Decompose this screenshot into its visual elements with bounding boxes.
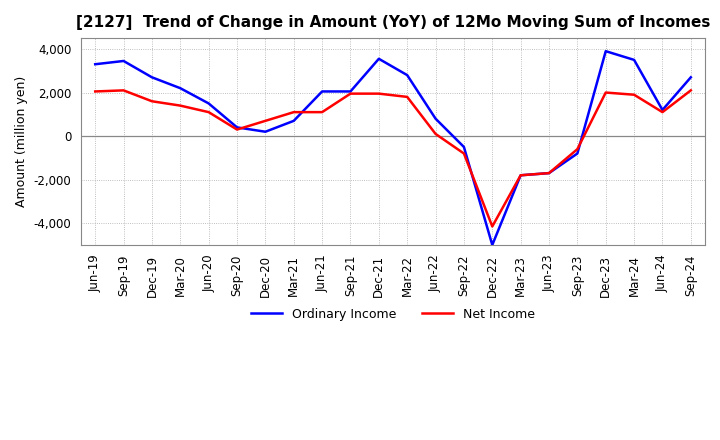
Net Income xyxy=(431,131,440,136)
Net Income xyxy=(289,110,298,115)
Line: Ordinary Income: Ordinary Income xyxy=(95,51,690,245)
Ordinary Income xyxy=(148,75,156,80)
Ordinary Income xyxy=(516,172,525,178)
Ordinary Income xyxy=(686,75,695,80)
Net Income xyxy=(91,89,99,94)
Net Income xyxy=(545,170,554,176)
Net Income xyxy=(403,94,412,99)
Ordinary Income xyxy=(403,73,412,78)
Net Income xyxy=(374,91,383,96)
Net Income xyxy=(318,110,326,115)
Ordinary Income xyxy=(346,89,355,94)
Ordinary Income xyxy=(318,89,326,94)
Ordinary Income xyxy=(289,118,298,124)
Net Income xyxy=(176,103,184,108)
Legend: Ordinary Income, Net Income: Ordinary Income, Net Income xyxy=(246,303,540,326)
Net Income xyxy=(120,88,128,93)
Net Income xyxy=(573,147,582,152)
Ordinary Income xyxy=(176,85,184,91)
Ordinary Income xyxy=(120,59,128,64)
Net Income xyxy=(204,110,213,115)
Ordinary Income xyxy=(658,107,667,113)
Ordinary Income xyxy=(233,125,241,130)
Ordinary Income xyxy=(573,151,582,156)
Ordinary Income xyxy=(261,129,270,134)
Title: [2127]  Trend of Change in Amount (YoY) of 12Mo Moving Sum of Incomes: [2127] Trend of Change in Amount (YoY) o… xyxy=(76,15,710,30)
Net Income xyxy=(630,92,639,97)
Ordinary Income xyxy=(91,62,99,67)
Ordinary Income xyxy=(431,116,440,121)
Net Income xyxy=(658,110,667,115)
Ordinary Income xyxy=(459,144,468,150)
Net Income xyxy=(459,151,468,156)
Net Income xyxy=(488,224,497,229)
Net Income xyxy=(516,172,525,178)
Net Income xyxy=(148,99,156,104)
Net Income xyxy=(346,91,355,96)
Net Income xyxy=(686,88,695,93)
Y-axis label: Amount (million yen): Amount (million yen) xyxy=(15,76,28,207)
Ordinary Income xyxy=(545,170,554,176)
Ordinary Income xyxy=(630,57,639,62)
Net Income xyxy=(601,90,610,95)
Ordinary Income xyxy=(488,242,497,248)
Ordinary Income xyxy=(374,56,383,62)
Ordinary Income xyxy=(601,48,610,54)
Ordinary Income xyxy=(204,101,213,106)
Line: Net Income: Net Income xyxy=(95,90,690,227)
Net Income xyxy=(233,127,241,132)
Net Income xyxy=(261,118,270,124)
